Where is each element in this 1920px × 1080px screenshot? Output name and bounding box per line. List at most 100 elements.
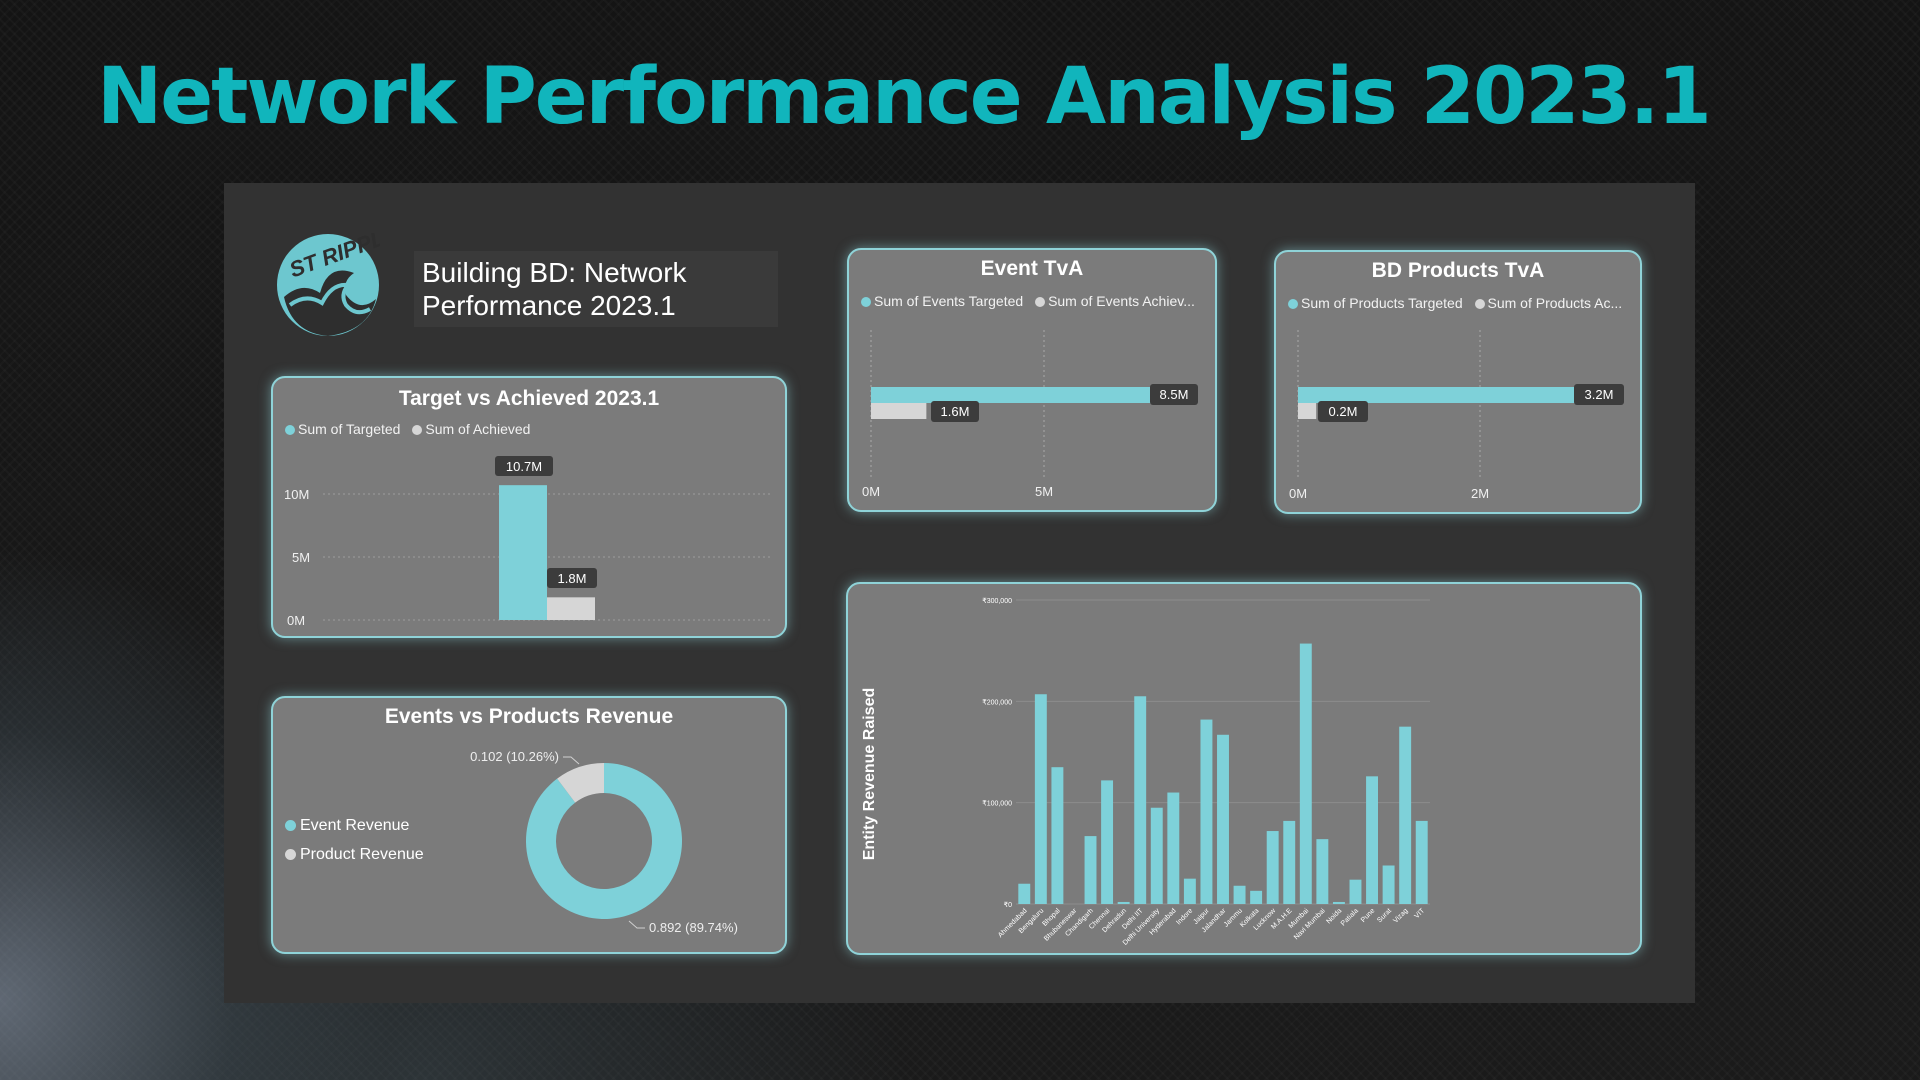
- bar-jammu[interactable]: [1233, 885, 1246, 904]
- legend-item-targeted[interactable]: Sum of Targeted: [285, 421, 400, 437]
- donut-label-event: 0.892 (89.74%): [649, 920, 738, 935]
- y-tick-5m: 5M: [292, 550, 310, 565]
- donut-label-product: 0.102 (10.26%): [470, 749, 559, 764]
- bar-ahmedabad[interactable]: [1018, 883, 1031, 904]
- revenue-split-card: Events vs Products Revenue Event Revenue…: [271, 696, 787, 954]
- target-vs-achieved-legend: Sum of Targeted Sum of Achieved: [285, 421, 538, 437]
- y-tick-10m: 10M: [284, 487, 309, 502]
- x-tick-label: Pune: [1360, 907, 1377, 924]
- bar-mumbai[interactable]: [1299, 643, 1312, 904]
- dashboard-panel: ST RIPPLE Building BD: Network Performan…: [224, 183, 1695, 1003]
- bar-events-achieved[interactable]: [871, 403, 927, 419]
- target-vs-achieved-title: Target vs Achieved 2023.1: [398, 387, 660, 410]
- bar-patiala[interactable]: [1349, 879, 1362, 904]
- data-label-events-achieved: 1.6M: [941, 404, 970, 419]
- bar-jaipur[interactable]: [1200, 719, 1213, 904]
- donut-slice-product-revenue[interactable]: [557, 763, 604, 803]
- legend-dot-targeted: [285, 425, 295, 435]
- bar-dehradun[interactable]: [1117, 901, 1130, 904]
- legend-item-products-targeted[interactable]: Sum of Products Targeted: [1288, 295, 1463, 311]
- bd-products-tva-title: BD Products TvA: [1371, 259, 1545, 282]
- event-tva-chart: 0M 5M 8.5M 1.6M: [862, 330, 1198, 499]
- x-tick-label: Vizag: [1392, 907, 1409, 924]
- bar-products-targeted[interactable]: [1298, 387, 1590, 403]
- event-tva-card: Event TvA Sum of Events Targeted Sum of …: [847, 248, 1217, 512]
- revenue-donut-chart: 0.892 (89.74%) 0.102 (10.26%): [470, 749, 738, 935]
- legend-item-achieved[interactable]: Sum of Achieved: [412, 421, 530, 437]
- data-label-events-targeted: 8.5M: [1160, 387, 1189, 402]
- legend-dot-product: [285, 849, 296, 860]
- data-label-targeted: 10.7M: [506, 459, 542, 474]
- legend-dot-events-targeted: [861, 297, 871, 307]
- page-title: Network Performance Analysis 2023.1: [97, 52, 1712, 142]
- y-tick-label: ₹300,000: [982, 597, 1012, 605]
- x-tick-label: Indore: [1175, 907, 1194, 926]
- legend-dot-event: [285, 820, 296, 831]
- data-label-products-targeted: 3.2M: [1585, 387, 1614, 402]
- bar-achieved[interactable]: [547, 597, 595, 620]
- data-label-bg-products-targeted: [1574, 384, 1624, 405]
- revenue-split-title: Events vs Products Revenue: [384, 705, 674, 728]
- x-tick-0m: 0M: [1289, 486, 1307, 501]
- bd-products-tva-card: BD Products TvA Sum of Products Targeted…: [1274, 250, 1642, 514]
- legend-item-events-achieved[interactable]: Sum of Events Achiev...: [1035, 293, 1195, 309]
- y-tick-0m: 0M: [287, 613, 305, 628]
- legend-label-product: Product Revenue: [300, 846, 424, 863]
- bar-lucknow[interactable]: [1266, 831, 1279, 904]
- data-label-bg-products-achieved: [1318, 401, 1368, 422]
- bar-m-a-h-e[interactable]: [1283, 820, 1296, 904]
- bar-hyderabad[interactable]: [1167, 792, 1180, 904]
- bar-events-targeted[interactable]: [871, 387, 1166, 403]
- entity-revenue-card: Entity Revenue Raised ₹0 ₹100,000 ₹200,000…: [846, 582, 1642, 955]
- donut-slice-event-revenue[interactable]: [526, 763, 682, 919]
- entity-revenue-chart: Entity Revenue Raised ₹0 ₹100,000 ₹200,000…: [861, 597, 1430, 947]
- dashboard-title: Building BD: Network Performance 2023.1: [422, 257, 687, 321]
- data-label-achieved: 1.8M: [558, 571, 587, 586]
- y-tick-label: ₹0: [1004, 901, 1012, 909]
- y-tick-label: ₹200,000: [982, 698, 1012, 706]
- bar-bhopal[interactable]: [1051, 767, 1064, 904]
- legend-label-events-targeted: Sum of Events Targeted: [874, 293, 1024, 309]
- y-tick-label: ₹100,000: [982, 800, 1012, 808]
- target-vs-achieved-card: Target vs Achieved 2023.1 Sum of Targete…: [271, 376, 787, 638]
- event-tva-title: Event TvA: [980, 257, 1084, 280]
- bar-chennai[interactable]: [1101, 780, 1114, 904]
- logo-graphic: ST RIPPLE: [277, 220, 403, 336]
- bar-products-achieved[interactable]: [1298, 403, 1317, 419]
- bd-products-tva-chart: 0M 2M 3.2M 0.2M: [1289, 330, 1624, 501]
- legend-label-targeted: Sum of Targeted: [298, 421, 401, 437]
- bar-bengaluru[interactable]: [1034, 694, 1047, 904]
- legend-item-events-targeted[interactable]: Sum of Events Targeted: [861, 293, 1023, 309]
- bar-noida[interactable]: [1332, 901, 1345, 904]
- legend-label-event: Event Revenue: [300, 817, 410, 834]
- bar-surat[interactable]: [1382, 865, 1395, 904]
- legend-item-product-revenue[interactable]: Product Revenue: [285, 846, 424, 864]
- legend-item-products-achieved[interactable]: Sum of Products Ac...: [1474, 295, 1622, 311]
- leader-line-product: [563, 756, 580, 765]
- bar-pune[interactable]: [1366, 776, 1379, 904]
- bar-kolkata[interactable]: [1250, 890, 1263, 904]
- legend-label-products-targeted: Sum of Products Targeted: [1301, 295, 1463, 311]
- ripple-logo: ST RIPPLE: [276, 220, 403, 337]
- bar-jalandhar[interactable]: [1217, 734, 1229, 904]
- legend-label-achieved: Sum of Achieved: [425, 421, 531, 437]
- bar-delhi-iit[interactable]: [1134, 696, 1147, 904]
- bar-navi-mumbai[interactable]: [1316, 839, 1329, 904]
- x-tick-label: Patiala: [1340, 907, 1360, 927]
- legend-item-event-revenue[interactable]: Event Revenue: [285, 817, 424, 835]
- x-tick-label: Surat: [1376, 907, 1393, 924]
- data-label-bg-targeted: [495, 456, 553, 476]
- legend-dot-products-achieved: [1474, 299, 1485, 309]
- bd-products-tva-legend: Sum of Products Targeted Sum of Products…: [1288, 295, 1630, 311]
- bar-delhi-university[interactable]: [1150, 807, 1163, 904]
- bar-vit[interactable]: [1415, 820, 1428, 904]
- bar-targeted[interactable]: [499, 485, 547, 620]
- bar-chandigarh[interactable]: [1084, 836, 1097, 904]
- data-label-bg-events-achieved: [931, 401, 979, 422]
- bar-indore[interactable]: [1183, 878, 1196, 904]
- legend-label-events-achieved: Sum of Events Achiev...: [1048, 293, 1195, 309]
- x-tick-2m: 2M: [1471, 486, 1489, 501]
- bar-vizag[interactable]: [1399, 726, 1412, 904]
- data-label-products-achieved: 0.2M: [1329, 404, 1358, 419]
- x-tick-0m: 0M: [862, 484, 880, 499]
